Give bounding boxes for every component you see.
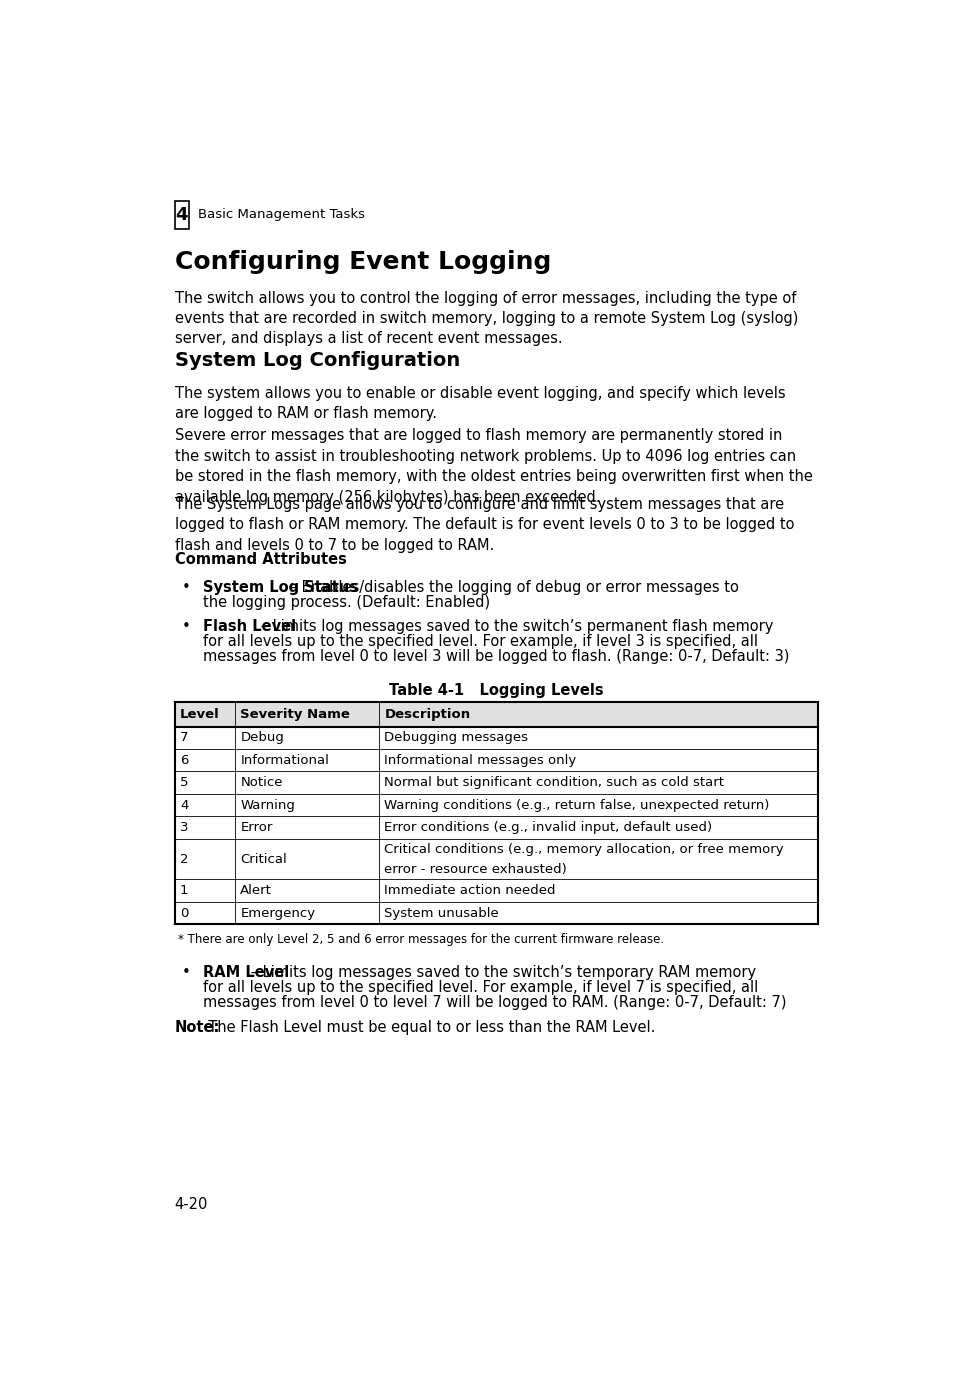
Text: Alert: Alert bbox=[240, 884, 272, 897]
Text: messages from level 0 to level 7 will be logged to RAM. (Range: 0-7, Default: 7): messages from level 0 to level 7 will be… bbox=[203, 995, 785, 1010]
Text: Immediate action needed: Immediate action needed bbox=[384, 884, 556, 897]
Text: •: • bbox=[182, 580, 191, 595]
Text: Description: Description bbox=[384, 708, 470, 720]
Text: Command Attributes: Command Attributes bbox=[174, 552, 346, 568]
Text: Debugging messages: Debugging messages bbox=[384, 731, 528, 744]
Text: Flash Level: Flash Level bbox=[203, 619, 295, 634]
Text: Error conditions (e.g., invalid input, default used): Error conditions (e.g., invalid input, d… bbox=[384, 822, 712, 834]
Text: Severity Name: Severity Name bbox=[240, 708, 350, 720]
Bar bbox=[174, 880, 817, 902]
Text: The switch allows you to control the logging of error messages, including the ty: The switch allows you to control the log… bbox=[174, 290, 798, 347]
Text: Notice: Notice bbox=[240, 776, 282, 790]
Text: for all levels up to the specified level. For example, if level 7 is specified, : for all levels up to the specified level… bbox=[203, 980, 758, 995]
Text: 5: 5 bbox=[180, 776, 188, 790]
Text: 2: 2 bbox=[180, 852, 188, 866]
Text: * There are only Level 2, 5 and 6 error messages for the current firmware releas: * There are only Level 2, 5 and 6 error … bbox=[178, 933, 664, 945]
Bar bbox=[174, 702, 817, 726]
Text: – Enables/disables the logging of debug or error messages to: – Enables/disables the logging of debug … bbox=[284, 580, 738, 595]
Text: 6: 6 bbox=[180, 754, 188, 766]
Text: Note:: Note: bbox=[174, 1020, 220, 1035]
Text: •: • bbox=[182, 965, 191, 980]
Text: 4: 4 bbox=[180, 798, 188, 812]
Text: error - resource exhausted): error - resource exhausted) bbox=[384, 863, 567, 876]
Text: 0: 0 bbox=[180, 906, 188, 920]
Text: 7: 7 bbox=[180, 731, 188, 744]
Text: 1: 1 bbox=[180, 884, 188, 897]
Text: the logging process. (Default: Enabled): the logging process. (Default: Enabled) bbox=[203, 595, 490, 611]
Text: System Log Configuration: System Log Configuration bbox=[174, 351, 459, 371]
Text: – Limits log messages saved to the switch’s permanent flash memory: – Limits log messages saved to the switc… bbox=[255, 619, 772, 634]
Text: System unusable: System unusable bbox=[384, 906, 498, 920]
Text: The system allows you to enable or disable event logging, and specify which leve: The system allows you to enable or disab… bbox=[174, 386, 784, 421]
Text: Level: Level bbox=[180, 708, 219, 720]
Text: Basic Management Tasks: Basic Management Tasks bbox=[198, 208, 365, 221]
Bar bbox=[174, 838, 817, 880]
Bar bbox=[174, 201, 189, 229]
Text: 3: 3 bbox=[180, 822, 188, 834]
Text: RAM Level: RAM Level bbox=[203, 965, 289, 980]
Bar bbox=[174, 750, 817, 772]
Text: – Limits log messages saved to the switch’s temporary RAM memory: – Limits log messages saved to the switc… bbox=[246, 965, 756, 980]
Text: Table 4-1   Logging Levels: Table 4-1 Logging Levels bbox=[389, 683, 603, 698]
Text: Severe error messages that are logged to flash memory are permanently stored in
: Severe error messages that are logged to… bbox=[174, 429, 812, 505]
Bar bbox=[174, 816, 817, 838]
Text: Informational messages only: Informational messages only bbox=[384, 754, 576, 766]
Text: System Log Status: System Log Status bbox=[203, 580, 357, 595]
Text: Debug: Debug bbox=[240, 731, 284, 744]
Bar bbox=[174, 772, 817, 794]
Text: The System Logs page allows you to configure and limit system messages that are
: The System Logs page allows you to confi… bbox=[174, 497, 793, 552]
Text: •: • bbox=[182, 619, 191, 634]
Text: messages from level 0 to level 3 will be logged to flash. (Range: 0-7, Default: : messages from level 0 to level 3 will be… bbox=[203, 650, 788, 663]
Text: Warning: Warning bbox=[240, 798, 294, 812]
Text: Configuring Event Logging: Configuring Event Logging bbox=[174, 250, 551, 273]
Text: for all levels up to the specified level. For example, if level 3 is specified, : for all levels up to the specified level… bbox=[203, 634, 757, 648]
Text: Critical: Critical bbox=[240, 852, 287, 866]
Text: The Flash Level must be equal to or less than the RAM Level.: The Flash Level must be equal to or less… bbox=[198, 1020, 655, 1035]
Text: Warning conditions (e.g., return false, unexpected return): Warning conditions (e.g., return false, … bbox=[384, 798, 769, 812]
Text: Error: Error bbox=[240, 822, 273, 834]
Text: Critical conditions (e.g., memory allocation, or free memory: Critical conditions (e.g., memory alloca… bbox=[384, 843, 783, 856]
Text: 4-20: 4-20 bbox=[174, 1196, 208, 1212]
Bar bbox=[174, 902, 817, 924]
Text: Normal but significant condition, such as cold start: Normal but significant condition, such a… bbox=[384, 776, 723, 790]
Text: 4: 4 bbox=[175, 205, 188, 223]
Text: Emergency: Emergency bbox=[240, 906, 315, 920]
Text: Informational: Informational bbox=[240, 754, 329, 766]
Bar bbox=[174, 726, 817, 750]
Bar bbox=[174, 794, 817, 816]
